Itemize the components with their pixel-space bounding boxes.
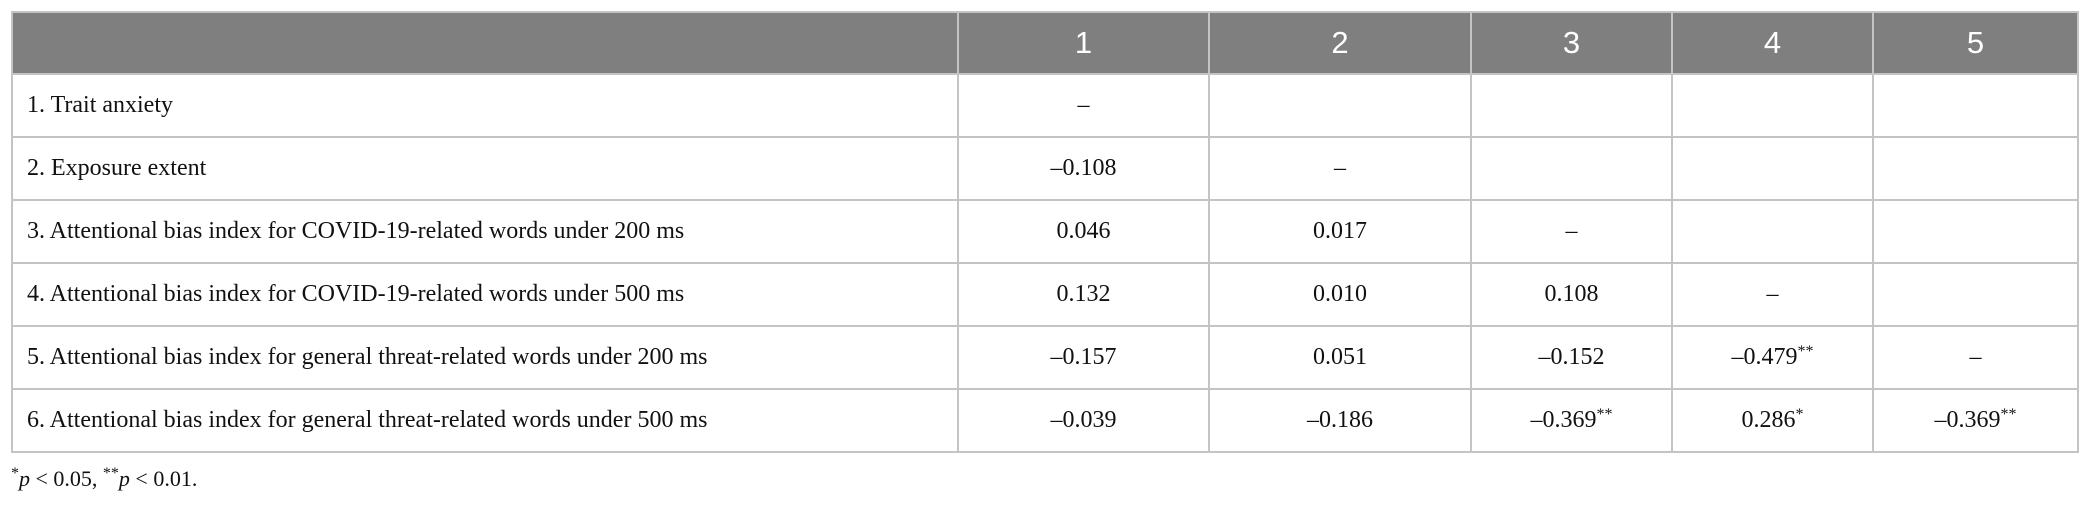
table-cell: 0.108 [1470, 262, 1673, 327]
table-cell: –0.152 [1470, 325, 1673, 390]
table-cell: 0.286* [1671, 388, 1874, 453]
header-cell: 1 [957, 11, 1210, 75]
table-cell: – [1470, 199, 1673, 264]
header-cell: 3 [1470, 11, 1673, 75]
table-cell: – [1671, 262, 1874, 327]
empty-cell [1208, 73, 1472, 138]
table-cell: – [957, 73, 1210, 138]
table-cell: – [1208, 136, 1472, 201]
table-cell: –0.186 [1208, 388, 1472, 453]
empty-cell [1671, 73, 1874, 138]
footnote: *p < 0.05, **p < 0.01. [11, 465, 198, 492]
empty-cell [1872, 262, 2079, 327]
table-cell: 0.132 [957, 262, 1210, 327]
table-cell: 0.046 [957, 199, 1210, 264]
empty-cell [1671, 136, 1874, 201]
row-label: 2. Exposure extent [11, 136, 959, 201]
table-cell: –0.157 [957, 325, 1210, 390]
header-cell: 4 [1671, 11, 1874, 75]
header-cell: 5 [1872, 11, 2079, 75]
table-row: 5. Attentional bias index for general th… [11, 325, 2079, 390]
empty-cell [1872, 199, 2079, 264]
empty-cell [1872, 73, 2079, 138]
table-cell: –0.108 [957, 136, 1210, 201]
header-cell: 2 [1208, 11, 1472, 75]
row-label: 4. Attentional bias index for COVID-19-r… [11, 262, 959, 327]
row-label: 1. Trait anxiety [11, 73, 959, 138]
table-cell: 0.017 [1208, 199, 1472, 264]
table-cell: –0.479** [1671, 325, 1874, 390]
empty-cell [1470, 73, 1673, 138]
row-label: 5. Attentional bias index for general th… [11, 325, 959, 390]
empty-cell [1470, 136, 1673, 201]
header-cell [11, 11, 959, 75]
row-label: 3. Attentional bias index for COVID-19-r… [11, 199, 959, 264]
table-row: 4. Attentional bias index for COVID-19-r… [11, 262, 2079, 327]
row-label: 6. Attentional bias index for general th… [11, 388, 959, 453]
empty-cell [1872, 136, 2079, 201]
table-cell: 0.010 [1208, 262, 1472, 327]
table-cell: –0.039 [957, 388, 1210, 453]
table-cell: –0.369** [1470, 388, 1673, 453]
table-cell: 0.051 [1208, 325, 1472, 390]
table-row: 3. Attentional bias index for COVID-19-r… [11, 199, 2079, 264]
table-row: 2. Exposure extent –0.108– [11, 136, 2079, 201]
table-row: 6. Attentional bias index for general th… [11, 388, 2079, 453]
empty-cell [1671, 199, 1874, 264]
table-cell: – [1872, 325, 2079, 390]
table-cell: –0.369** [1872, 388, 2079, 453]
table-row: 1. Trait anxiety – [11, 73, 2079, 138]
